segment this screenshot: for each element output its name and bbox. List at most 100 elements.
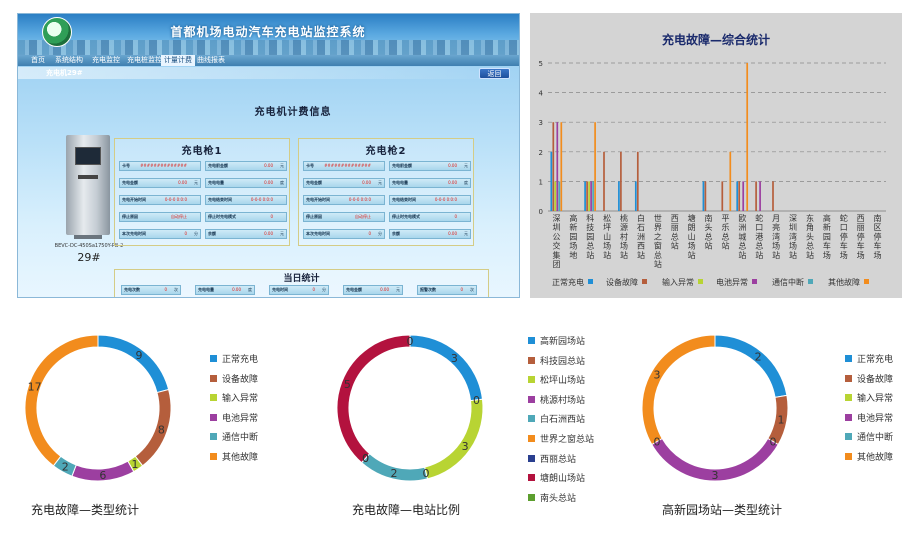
bar-category-label: 西	[857, 214, 865, 223]
menu-pile-monitor[interactable]: 充电桩监控	[127, 56, 162, 64]
legend-label: 正常充电	[857, 355, 894, 365]
bar-legend-label: 设备故障	[606, 277, 638, 287]
section-title: 充电机计费信息	[254, 107, 332, 118]
daily-stats-title: 当日统计	[283, 274, 320, 284]
legend-label: 白石洲西站	[540, 415, 586, 426]
legend-label: 塘朗山场站	[540, 474, 586, 485]
gun-field-label: 充电金额	[306, 180, 322, 185]
bar-category-label: 总	[806, 241, 814, 251]
bar-category-label: 东	[806, 213, 814, 223]
fault-bar-chart: 充电故障—综合统计012345深圳公交集团高新园场地科技园总站松坪山场站桃源村场…	[539, 32, 886, 287]
bar-category-label: 湾	[789, 231, 797, 241]
bar-category-label: 车	[823, 241, 831, 251]
gun-field-label: 本次充电时间	[122, 231, 146, 236]
charger-base	[74, 235, 102, 239]
donut-value-label: 2	[390, 467, 397, 480]
donut-type-legend: 正常充电 设备故障 输入异常 电池异常 通信中断 其他故障	[210, 354, 258, 472]
legend-swatch	[210, 374, 217, 382]
legend-item: 塘朗山场站	[528, 473, 594, 493]
legend-swatch	[210, 433, 217, 441]
bar-category-label: 园	[569, 232, 577, 241]
gun-1-row: 本次充电时间 0 分 余额 0.00 元	[119, 229, 287, 239]
bar-device	[603, 151, 605, 211]
bar-category-label: 南	[874, 213, 882, 223]
legend-item: 通信中断	[845, 432, 893, 452]
charger-number: 29#	[77, 251, 101, 264]
donut-slice	[134, 388, 172, 467]
gun-field-unit: 分	[194, 231, 198, 236]
bar-category-label: 技	[586, 222, 594, 232]
gun-field-label: 充电电量	[392, 180, 408, 185]
bar-battery	[759, 181, 761, 211]
bar-comm	[592, 181, 594, 211]
bar-other	[560, 122, 563, 211]
gun-field-value: 自动停止	[171, 214, 187, 219]
bar-device	[772, 181, 774, 211]
donut-slice	[423, 398, 484, 480]
bar-category-label: 白	[637, 213, 645, 223]
donut-value-label: 3	[712, 469, 719, 482]
legend-swatch	[210, 413, 217, 421]
gun-field: 停止时充电模式 0	[205, 212, 287, 222]
bar-legend-label: 输入异常	[662, 277, 694, 287]
gun-field: 充电电量 0.00 度	[205, 178, 287, 188]
gun-field-label: 停止原因	[306, 214, 322, 219]
legend-item: 通信中断	[210, 432, 258, 452]
bar-category-label: 石	[637, 223, 645, 232]
gun-2-title: 充电枪2	[365, 146, 407, 157]
menu-billing[interactable]: 计量计费	[161, 55, 195, 66]
menu-system-structure[interactable]: 系统结构	[55, 56, 83, 64]
gun-field-value: 0.00	[264, 163, 273, 168]
legend-swatch	[528, 356, 535, 364]
bar-category-label: 场	[823, 251, 831, 260]
gun-field-value: 自动停止	[355, 214, 371, 219]
back-button[interactable]: 返回	[479, 68, 510, 79]
bar-category-label: 山	[688, 231, 696, 241]
daily-stat-value: 0.00	[380, 287, 389, 292]
donut-value-label: 2	[755, 351, 762, 364]
bar-device	[586, 181, 588, 211]
gun-2-row: 停止原因 自动停止 停止时充电模式 0	[303, 212, 471, 222]
legend-item: 正常充电	[210, 354, 258, 374]
daily-stat-unit: 次	[174, 287, 178, 292]
gun-field: 余额 0.00 元	[389, 229, 471, 239]
gun-field: 卡号 ##############	[303, 161, 385, 171]
bar-category-label: 头	[705, 222, 713, 232]
legend-swatch	[528, 395, 535, 403]
gun-1-row: 充电金额 0.00 元 充电电量 0.00 度	[119, 178, 287, 188]
bar-category-label: 站	[755, 250, 763, 260]
bar-category-label: 口	[755, 223, 763, 232]
charger-monitor-panel: 首都机场电动汽车充电站监控系统 首页 系统结构 充电监控 充电桩监控 计量计费 …	[17, 13, 520, 298]
gun-field-unit: 分	[378, 231, 382, 236]
bar-category-label: 山	[603, 231, 611, 241]
bar-device	[755, 181, 757, 211]
bar-category-label: 园	[586, 232, 594, 241]
legend-item: 电池异常	[845, 413, 893, 433]
donut-value-label: 8	[158, 424, 165, 437]
bar-legend-label: 其他故障	[828, 277, 860, 287]
legend-item: 其他故障	[845, 452, 893, 472]
gun-field-value: 0	[184, 231, 187, 236]
legend-swatch	[845, 394, 852, 402]
bar-category-label: 车	[840, 241, 848, 251]
city-skyline	[18, 40, 519, 56]
gun-field: 充电前金额 0.00 元	[205, 161, 287, 171]
legend-swatch	[845, 413, 852, 421]
gun-field-value: 0-0-0 0:0:0	[348, 197, 371, 202]
menu-charging-monitor[interactable]: 充电监控	[92, 56, 120, 64]
menu-curve-report[interactable]: 曲线报表	[197, 56, 225, 64]
bar-category-label: 界	[654, 223, 662, 232]
bar-category-label: 圳	[552, 222, 560, 232]
bar-category-label: 总	[738, 241, 746, 251]
legend-label: 南头总站	[540, 493, 577, 504]
menu-home[interactable]: 首页	[31, 56, 45, 64]
bar-category-label: 站	[586, 250, 594, 260]
bar-category-label: 科	[586, 213, 594, 223]
bar-category-label: 停	[857, 231, 865, 241]
legend-item: 桃源村场站	[528, 395, 594, 415]
bar-category-label: 场	[789, 242, 797, 251]
donut-value-label: 6	[99, 469, 106, 482]
legend-item: 设备故障	[210, 374, 258, 394]
legend-label: 电池异常	[857, 413, 894, 424]
